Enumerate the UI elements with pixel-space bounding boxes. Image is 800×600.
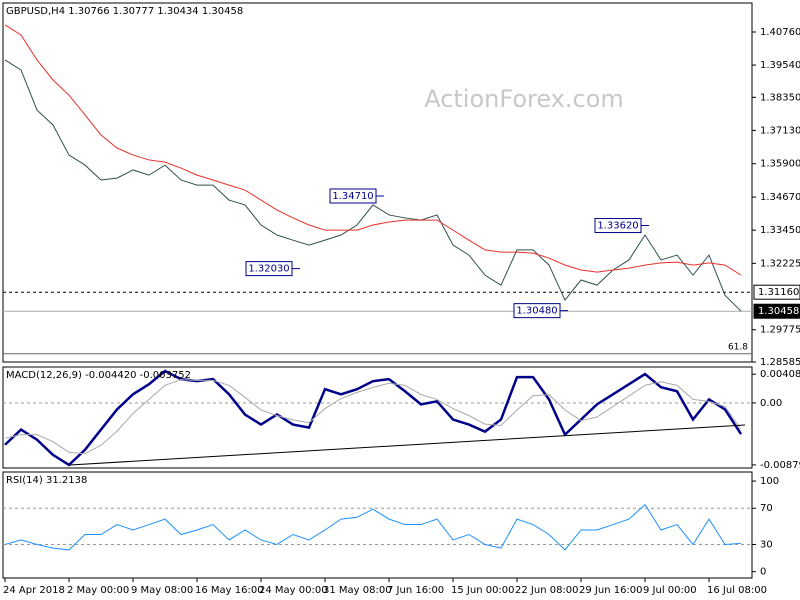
x-tick-label: 24 Apr 2018 xyxy=(3,585,65,596)
y-tick-label: 0.00 xyxy=(760,398,782,409)
y-tick-label: 30 xyxy=(760,539,773,550)
x-tick-label: 2 May 00:00 xyxy=(67,585,129,596)
price-label-box xyxy=(753,284,800,300)
price-label: 1.30458 xyxy=(758,306,799,317)
y-tick-label: 1.34670 xyxy=(760,192,800,203)
trendline xyxy=(69,424,746,466)
y-tick-label: 0.004081 xyxy=(760,369,800,380)
y-tick-label: 1.32225 xyxy=(760,258,800,269)
y-tick-label: 0 xyxy=(760,567,766,578)
series-line xyxy=(4,379,742,455)
y-tick-label: -0.008794 xyxy=(760,460,800,471)
panel-title: GBPUSD,H4 1.30766 1.30777 1.30434 1.3045… xyxy=(6,6,243,17)
y-tick-label: 1.29775 xyxy=(760,325,800,336)
y-tick-label: 1.28585 xyxy=(760,357,800,368)
series-line xyxy=(4,503,742,551)
y-tick-label: 1.40760 xyxy=(760,27,800,38)
x-tick-label: 16 Jul 08:00 xyxy=(707,585,767,596)
series-line xyxy=(4,24,742,276)
y-tick-label: 70 xyxy=(760,503,773,514)
y-tick-label: 1.39540 xyxy=(760,60,800,71)
y-tick-label: 1.33450 xyxy=(760,225,800,236)
x-tick-label: 15 Jun 00:00 xyxy=(451,585,515,596)
x-tick-label: 22 Jun 08:00 xyxy=(515,585,579,596)
panel-frame xyxy=(2,471,753,579)
panel-title: MACD(12,26,9) -0.004420 -0.003752 xyxy=(6,370,191,381)
y-tick-label: 1.37130 xyxy=(760,125,800,136)
panel-frame xyxy=(2,366,753,469)
annotation-label: 1.32030 xyxy=(248,264,289,275)
fib-label: 61.8 xyxy=(728,342,748,352)
panel-title: RSI(14) 31.2138 xyxy=(6,475,87,486)
price-label: 1.31160 xyxy=(758,287,799,298)
y-tick-label: 1.35900 xyxy=(760,159,800,170)
x-tick-label: 7 Jun 16:00 xyxy=(387,585,444,596)
annotation-label: 1.34710 xyxy=(332,191,373,202)
annotation-label: 1.33620 xyxy=(597,221,638,232)
x-tick-label: 16 May 16:00 xyxy=(195,585,264,596)
price-label-box xyxy=(753,303,800,319)
series-line xyxy=(4,369,743,467)
x-tick-label: 29 Jun 16:00 xyxy=(579,585,643,596)
x-tick-label: 31 May 08:00 xyxy=(323,585,392,596)
watermark: ActionForex.com xyxy=(424,85,624,113)
panel-frame xyxy=(2,2,753,363)
y-tick-label: 100 xyxy=(760,476,779,487)
x-tick-label: 24 May 00:00 xyxy=(259,585,328,596)
annotation-label: 1.30480 xyxy=(516,306,557,317)
y-tick-label: 1.38350 xyxy=(760,92,800,103)
x-tick-label: 9 May 08:00 xyxy=(131,585,193,596)
series-line xyxy=(4,59,742,312)
x-tick-label: 9 Jul 00:00 xyxy=(643,585,697,596)
